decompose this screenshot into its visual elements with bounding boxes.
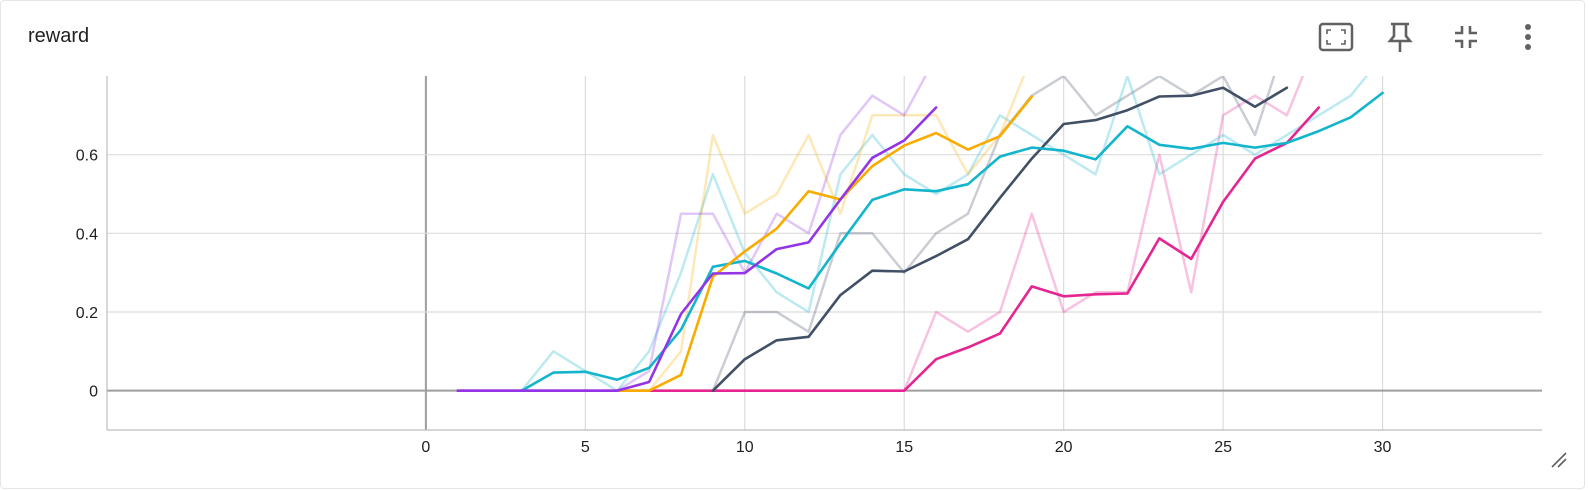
fit-domain-button[interactable] (1316, 19, 1356, 59)
raw-series-line (457, 76, 1305, 392)
series-group (456, 76, 1384, 393)
resize-handle-icon[interactable] (1550, 451, 1568, 474)
x-tick-label: 25 (1214, 439, 1232, 456)
smoothed-series-line (615, 95, 1034, 393)
x-tick-label: 20 (1055, 439, 1073, 456)
smoothed-series-line (456, 106, 938, 393)
pin-icon (1387, 21, 1413, 58)
smoothed-series-line (711, 86, 1289, 393)
y-tick-label: 0.2 (76, 305, 98, 322)
raw-series-line (617, 76, 1026, 392)
collapse-button[interactable] (1446, 19, 1486, 59)
fit-domain-icon (1318, 22, 1354, 57)
more-vert-icon (1523, 23, 1533, 56)
x-tick-label: 15 (895, 439, 913, 456)
x-tick-label: 0 (421, 439, 430, 456)
x-tick-label: 10 (736, 439, 754, 456)
y-tick-label: 0.6 (76, 148, 98, 165)
y-tick-label: 0 (89, 384, 98, 401)
collapse-icon (1453, 24, 1479, 55)
x-tick-label: 5 (581, 439, 590, 456)
x-tick-label: 30 (1374, 439, 1392, 456)
y-tick-label: 0.4 (76, 226, 98, 243)
chart-title: reward (28, 25, 90, 47)
more-options-button[interactable] (1508, 19, 1548, 59)
pin-button[interactable] (1380, 19, 1420, 59)
